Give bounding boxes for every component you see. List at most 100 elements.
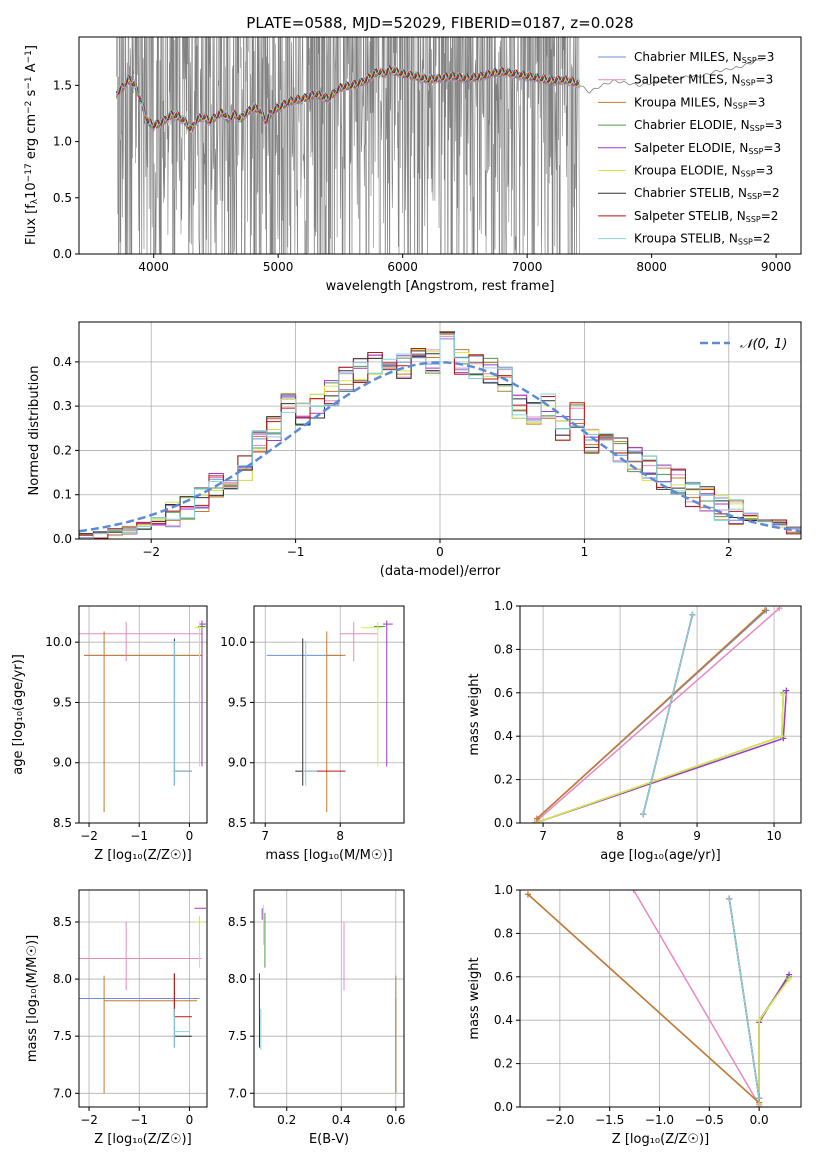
weight-line-salpeter-miles xyxy=(632,890,760,1106)
x-tick-label: 5000 xyxy=(263,260,294,274)
weight-marker xyxy=(756,1095,763,1102)
axes-frame xyxy=(78,889,208,1108)
y-tick-label: 7.0 xyxy=(228,1086,247,1100)
errorbar-kroupa-elodie xyxy=(194,621,205,767)
weight-marker xyxy=(689,611,696,618)
histogram-kroupa-stelib xyxy=(79,333,801,539)
weight-marker xyxy=(783,687,790,694)
axes-spectrum: 4000 5000 6000 7000 8000 9000 0.0 0.5 1.0 1.5 wave… xyxy=(24,36,802,294)
y-tick-label: 7.0 xyxy=(53,1086,72,1100)
legend-label-text: Kroupa STELIB, N xyxy=(634,232,738,246)
errorbar-kroupa-stelib xyxy=(302,640,317,786)
y-tick-label: 1.0 xyxy=(494,599,513,613)
x-tick-label: 6000 xyxy=(387,260,418,274)
errorbar-kroupa-miles xyxy=(103,975,197,1094)
y-tick-label: 8.5 xyxy=(228,816,247,830)
x-tick-label: 0 xyxy=(436,545,444,559)
y-label-part: −17 xyxy=(24,163,34,182)
y-axis-label: mass weight xyxy=(467,957,482,1039)
y-tick-label: 9.5 xyxy=(53,695,72,709)
legend-label: Salpeter STELIB, NSSP=2 xyxy=(634,209,778,224)
weight-line-salpeter-elodie xyxy=(535,690,788,823)
y-tick-label: 0.0 xyxy=(53,247,72,261)
weight-line-chabrier-elodie xyxy=(758,976,790,1107)
y-tick-label: 0.2 xyxy=(494,1057,513,1071)
legend-label-text: Salpeter MILES, N xyxy=(634,73,741,87)
legend-label: Chabrier ELODIE, NSSP=3 xyxy=(634,118,782,133)
legend-label-suffix: =3 xyxy=(757,50,775,64)
legend-label-suffix: =3 xyxy=(763,141,781,155)
legend-label: 𝒩(0, 1) xyxy=(740,337,787,352)
x-axis-label: age [log₁₀(age/yr)] xyxy=(600,848,721,863)
y-label-part: 10 xyxy=(24,182,39,199)
plot-area-weight-vs-age xyxy=(532,606,790,823)
errorbar-kroupa-elodie xyxy=(361,621,382,767)
y-tick-label: 0.5 xyxy=(53,191,72,205)
x-tick-label: −2 xyxy=(142,545,160,559)
errorbar-kroupa-stelib xyxy=(173,1008,190,1048)
y-tick-label: 7.5 xyxy=(228,1029,247,1043)
y-tick-label: 9.5 xyxy=(228,695,247,709)
axes-frame xyxy=(519,605,802,824)
x-tick-label: 4000 xyxy=(138,260,169,274)
y-tick-label: 8.5 xyxy=(53,915,72,929)
x-axis-label: (data-model)/error xyxy=(380,564,501,579)
weight-marker xyxy=(756,1104,763,1107)
y-label-part: erg cm xyxy=(24,114,39,163)
errorbar-salpeter-elodie xyxy=(383,620,393,767)
x-tick-label: 0.0 xyxy=(750,1113,769,1127)
y-label-part: ] xyxy=(24,45,39,50)
y-tick-label: 0.6 xyxy=(494,686,513,700)
legend-label-sub: SSP xyxy=(733,101,748,110)
legend-label: Chabrier MILES, NSSP=3 xyxy=(634,50,774,65)
y-label-part: −1 xyxy=(24,76,34,89)
x-axis-label: Z [log₁₀(Z/Z☉)] xyxy=(612,1132,709,1147)
axes-frame xyxy=(253,889,405,1108)
legend-label-text: Salpeter STELIB, N xyxy=(634,209,746,223)
legend-label: Chabrier STELIB, NSSP=2 xyxy=(634,186,780,201)
legend-label-suffix: =2 xyxy=(753,232,771,246)
errorbar-salpeter-miles xyxy=(79,621,202,662)
x-tick-label: 7000 xyxy=(512,260,543,274)
weight-marker xyxy=(533,815,540,822)
y-tick-label: 0.4 xyxy=(494,729,513,743)
y-axis-label: Flux [fλ10−17 erg cm−2 s−1 A−1] xyxy=(24,45,40,245)
legend-label-text: Kroupa ELODIE, N xyxy=(634,164,741,178)
x-tick-label: 2 xyxy=(725,545,733,559)
legend-label-sub: SSP xyxy=(741,170,756,179)
x-axis-label: mass [log₁₀(M/M☉)] xyxy=(265,848,392,863)
x-tick-label: 7 xyxy=(261,829,269,843)
errorbar-kroupa-stelib xyxy=(172,640,192,786)
y-tick-label: 9.0 xyxy=(228,756,247,770)
y-tick-label: 1.5 xyxy=(53,78,72,92)
weight-marker xyxy=(640,811,647,818)
model-continuation-line xyxy=(579,58,764,94)
legend-label-suffix: =2 xyxy=(761,209,779,223)
y-tick-label: 10.0 xyxy=(220,635,247,649)
x-axis-label: Z [log₁₀(Z/Z☉)] xyxy=(94,848,191,863)
legend-label: Kroupa MILES, NSSP=3 xyxy=(634,95,765,110)
y-label-part: −2 xyxy=(24,101,34,114)
weight-marker xyxy=(756,1017,763,1024)
axes-frame xyxy=(519,889,802,1108)
y-tick-label: 0.8 xyxy=(494,926,513,940)
figure-title: PLATE=0588, MJD=52029, FIBERID=0187, z=0… xyxy=(246,14,633,32)
weight-line-kroupa-stelib xyxy=(728,898,760,1099)
legend-label-text: Chabrier MILES, N xyxy=(634,50,742,64)
errorbar-salpeter-miles xyxy=(340,621,378,662)
plot-area-age-vs-Z xyxy=(79,620,206,813)
axes-frame xyxy=(253,605,405,824)
legend-label-sub: SSP xyxy=(742,56,757,65)
y-tick-label: 8.0 xyxy=(228,972,247,986)
legend-label-suffix: =3 xyxy=(765,118,783,132)
x-axis-label: Z [log₁₀(Z/Z☉)] xyxy=(94,1132,191,1147)
y-axis-label: mass weight xyxy=(467,673,482,755)
normal-distribution-curve xyxy=(79,361,801,533)
weight-marker xyxy=(726,895,733,902)
legend-label-text: Chabrier STELIB, N xyxy=(634,186,747,200)
model-line-salpeter-stelib xyxy=(116,65,580,129)
weight-marker xyxy=(630,890,637,893)
axes-mass-vs-Z: −2 −1 0 7.0 7.5 8.0 8.5 Z [log₁₀(Z/Z☉)] mass [lo… xyxy=(25,889,208,1147)
y-tick-label: 0.0 xyxy=(494,1100,513,1114)
x-tick-label: 1 xyxy=(581,545,589,559)
